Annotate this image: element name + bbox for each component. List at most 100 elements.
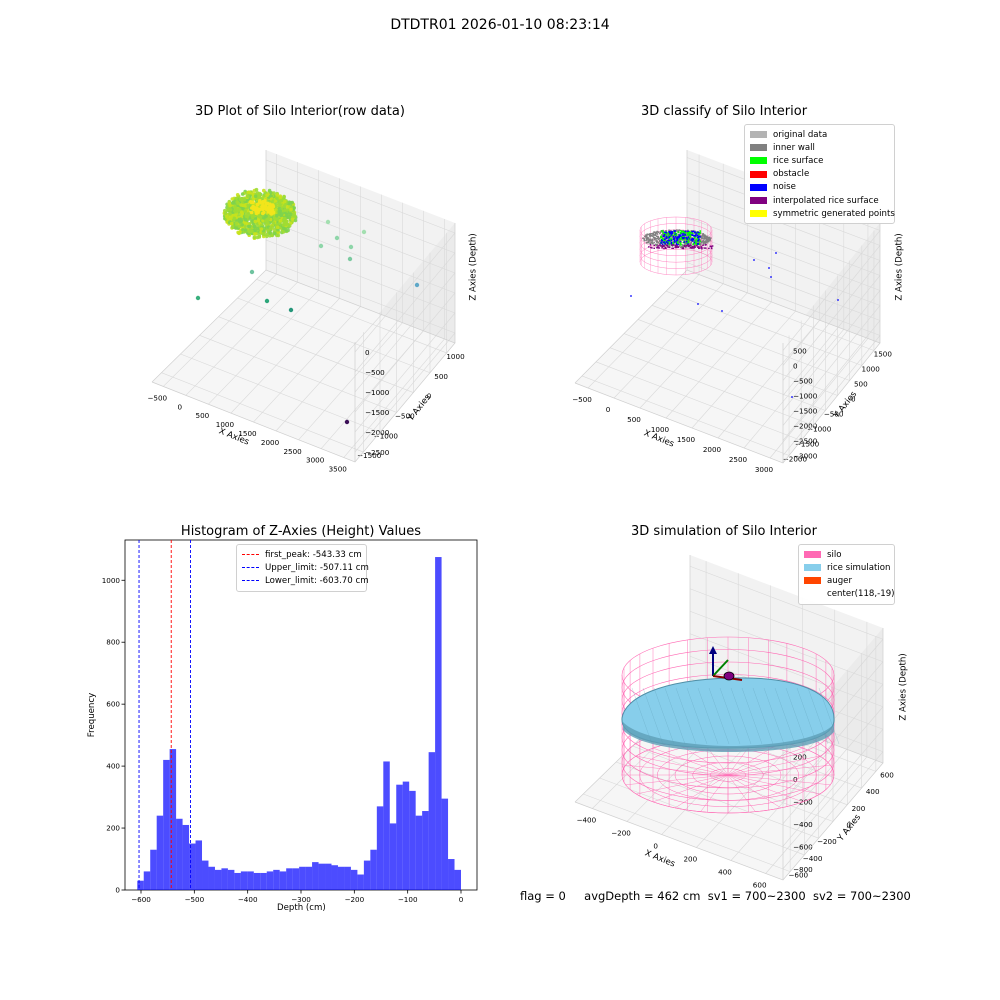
p2-xgrid-floor xyxy=(717,319,820,439)
p1-point-outlier xyxy=(334,235,340,241)
p2-ztick-label: −500 xyxy=(793,377,813,386)
p1-point-rice xyxy=(228,215,232,219)
p1-xgrid-floor xyxy=(230,298,340,414)
p1-ztick-label: 0 xyxy=(365,348,370,357)
p1-point-peak xyxy=(261,211,265,216)
p1-point-rice xyxy=(235,200,239,204)
status-line: flag = 0 avgDepth = 462 cm sv1 = 700~230… xyxy=(520,889,911,903)
swatch-silo xyxy=(804,551,821,559)
p4-ztick-label: −600 xyxy=(793,842,813,851)
p1-point-rice xyxy=(277,201,282,206)
p1-point-rice xyxy=(277,209,282,214)
p2-zgrid-back xyxy=(686,262,881,336)
p1-point-rice xyxy=(252,224,257,229)
p2-ytick-label: −1000 xyxy=(807,425,832,434)
p1-point-rice xyxy=(232,216,237,221)
p1-zgrid-right xyxy=(354,232,456,353)
p1-point-rice xyxy=(229,221,234,226)
p1-point-rice xyxy=(238,197,243,201)
p4-ztick-label: −400 xyxy=(793,820,813,829)
p2-ztick-label: −3000 xyxy=(793,452,818,461)
p1-point-rice xyxy=(293,218,298,223)
p1-zgrid-back xyxy=(265,159,456,234)
p1-point-rice xyxy=(257,233,262,238)
p1-xtick-label: 1500 xyxy=(238,429,257,438)
p2-xtick-label: −500 xyxy=(572,395,592,404)
p1-point-rice xyxy=(265,193,269,197)
p1-point-peak xyxy=(251,204,255,209)
p1-ygrid-floor xyxy=(180,353,381,433)
p2-xtick-label: 2500 xyxy=(729,455,748,464)
p4-ytick-label: 600 xyxy=(880,770,894,779)
status-avg-depth: avgDepth = 462 cm xyxy=(584,889,701,903)
p1-ztick-label: −500 xyxy=(365,368,385,377)
p1-point-rice xyxy=(287,223,292,228)
p1-point-rice xyxy=(281,218,286,222)
p1-point-rice xyxy=(238,220,242,224)
p2-ytick-label: 0 xyxy=(851,395,856,404)
p1-point-rice xyxy=(253,219,258,224)
p1-point-rice xyxy=(276,225,280,229)
p1-ygrid-floor xyxy=(199,335,397,413)
p1-point-rice xyxy=(277,207,282,211)
p1-point-rice xyxy=(283,208,287,212)
p1-point-peak xyxy=(269,203,274,208)
p1-point-rice xyxy=(243,209,247,213)
p1-ytick-label: −1000 xyxy=(374,431,399,440)
p1-point-peak xyxy=(264,202,269,206)
p1-zgrid-back xyxy=(265,259,456,334)
panel1-points xyxy=(195,187,420,425)
p2-xtick-label: 500 xyxy=(627,415,641,424)
p2-ztick-label: −1500 xyxy=(793,407,818,416)
p1-point-peak xyxy=(255,208,260,212)
p1-point-rice xyxy=(268,231,272,235)
p1-point-outlier xyxy=(361,229,367,235)
p1-point-rice xyxy=(259,215,263,220)
panel1-axes-box: −5000500100015002000250030003500−1500−10… xyxy=(147,150,465,474)
p1-point-rice xyxy=(262,188,266,193)
p2-xtick-label: 1000 xyxy=(651,425,670,434)
p1-point-rice xyxy=(271,221,276,225)
p1-point-rice xyxy=(274,202,279,206)
p2-zgrid-back xyxy=(686,247,881,321)
p1-zgrid-back xyxy=(265,199,456,274)
p2-ytick-label: −2000 xyxy=(783,455,808,464)
p1-point-outlier xyxy=(264,298,270,304)
p2-zgrid-back xyxy=(686,232,881,306)
p1-point-peak xyxy=(254,211,259,216)
p2-ygrid-floor xyxy=(637,319,838,396)
p2-ytick-label: −500 xyxy=(824,410,844,419)
p4-ztick-label: −800 xyxy=(793,865,813,874)
p1-zgrid-right xyxy=(354,292,456,413)
p1-point-rice xyxy=(276,217,280,222)
p2-zgrid-right xyxy=(782,275,881,396)
p2-ygrid-floor xyxy=(609,347,814,426)
p4-ytick-label: 400 xyxy=(866,787,880,796)
p1-point-rice xyxy=(275,213,279,218)
p1-point-rice xyxy=(279,198,284,203)
p1-xgrid-floor xyxy=(163,273,277,387)
p2-xtick-label: 0 xyxy=(606,405,611,414)
p2-xgrid-floor xyxy=(587,274,700,389)
p1-zgrid-right xyxy=(354,312,456,433)
p1-point-peak xyxy=(258,200,262,204)
p1-point-rice xyxy=(289,207,293,212)
p1-ygrid-floor xyxy=(161,372,364,453)
p1-point-rice xyxy=(278,195,283,200)
p1-point-rice xyxy=(247,230,252,234)
p4-ytick-label: 200 xyxy=(852,804,866,813)
p1-point-rice xyxy=(248,224,252,229)
p1-zgrid-right xyxy=(354,272,456,393)
p1-zgrid-back xyxy=(265,219,456,294)
p1-ytick-label: −500 xyxy=(395,411,415,420)
p1-ygrid-floor xyxy=(218,316,414,393)
p1-point-rice xyxy=(281,230,286,234)
p2-xgrid-floor xyxy=(665,301,772,419)
p2-xtick-label: 2000 xyxy=(703,445,722,454)
p4-center-marker xyxy=(723,671,735,681)
p1-xgrid-floor xyxy=(275,314,382,432)
p2-ztick-label: −1000 xyxy=(793,392,818,401)
p2-ytick-label: 1500 xyxy=(874,350,893,359)
